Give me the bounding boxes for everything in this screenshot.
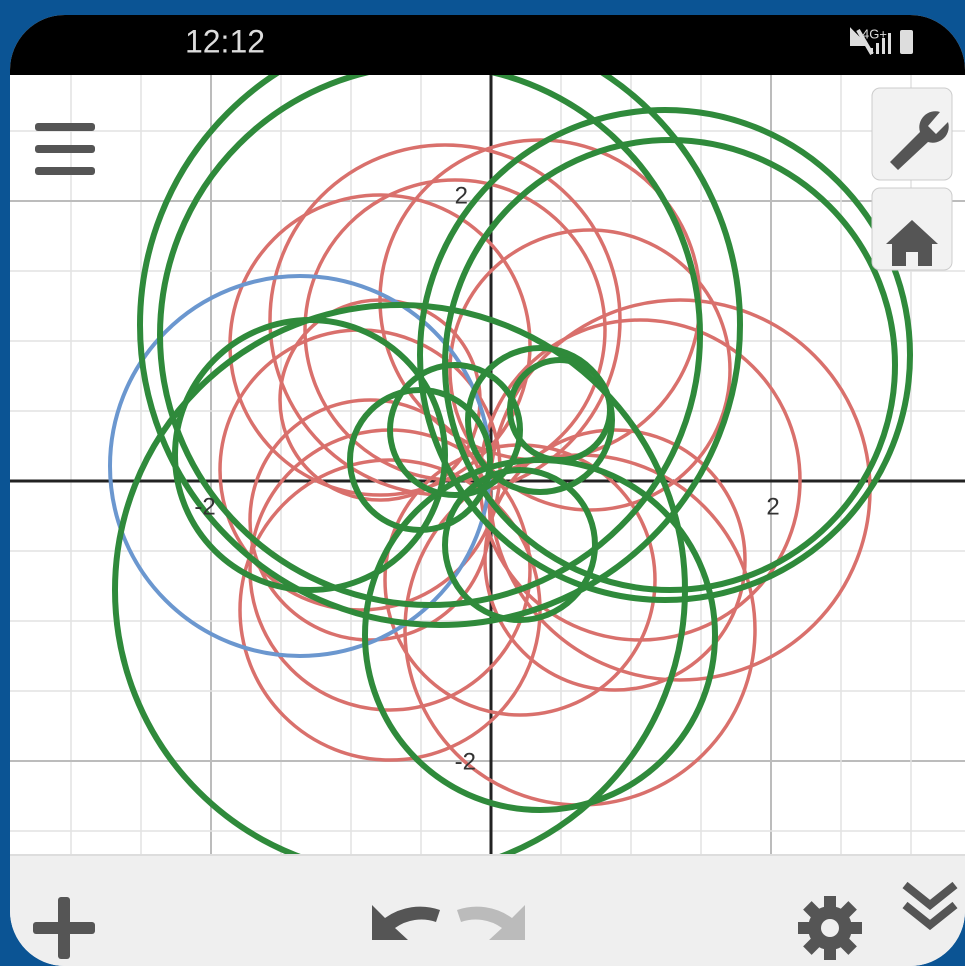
battery-icon xyxy=(900,30,913,54)
home-button[interactable] xyxy=(872,188,952,270)
y-tick-label: 2 xyxy=(455,182,468,209)
y-tick-label: -2 xyxy=(455,748,476,775)
status-time: 12:12 xyxy=(185,23,265,59)
settings-gear-button[interactable] xyxy=(798,896,862,960)
status-bar xyxy=(10,15,965,75)
settings-wrench-button[interactable] xyxy=(872,88,952,180)
phone-screen: -2 2 2 -2 12:12 4G+ xyxy=(0,0,965,966)
x-tick-label: -2 xyxy=(194,493,215,520)
menu-button[interactable] xyxy=(35,123,95,175)
x-tick-label: 2 xyxy=(766,493,779,520)
